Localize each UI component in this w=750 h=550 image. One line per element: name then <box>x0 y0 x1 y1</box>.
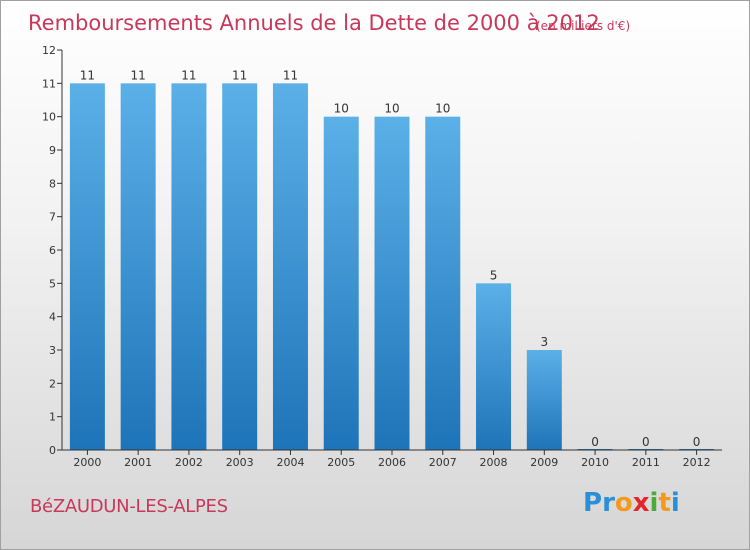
x-tick-label: 2001 <box>124 456 152 469</box>
brand-letter: x <box>632 488 650 518</box>
data-label: 11 <box>131 68 146 82</box>
commune-name: BéZAUDUN-LES-ALPES <box>30 496 228 517</box>
y-tick-label: 4 <box>49 311 56 324</box>
x-tick-label: 2009 <box>530 456 558 469</box>
x-tick-label: 2010 <box>581 456 609 469</box>
y-tick-label: 2 <box>49 377 56 390</box>
brand-letter: t <box>658 488 671 518</box>
data-label: 10 <box>384 102 399 116</box>
bars: 11 11 11 11 11 10 10 10 5 3 0 0 0 <box>69 68 715 451</box>
chart-title: Remboursements Annuels de la Dette de 20… <box>28 11 600 35</box>
chart-subtitle: (en milliers d'€) <box>536 19 630 33</box>
data-label: 0 <box>591 435 599 449</box>
bar <box>171 83 207 450</box>
bar <box>69 83 105 450</box>
data-label: 3 <box>540 335 548 349</box>
brand-letter: i <box>670 488 680 518</box>
x-tick-label: 2008 <box>480 456 508 469</box>
brand-letter: o <box>614 488 633 518</box>
bar <box>526 350 562 450</box>
x-tick-label: 2006 <box>378 456 406 469</box>
bar <box>120 83 156 450</box>
y-tick-label: 10 <box>42 111 56 124</box>
data-label: 0 <box>693 435 701 449</box>
bar <box>272 83 308 450</box>
bar <box>476 283 512 450</box>
y-tick-label: 11 <box>42 77 56 90</box>
brand-letter: P <box>583 488 603 518</box>
x-tick-label: 2011 <box>632 456 660 469</box>
y-tick-label: 3 <box>49 344 56 357</box>
x-tick-label: 2003 <box>226 456 254 469</box>
x-tick-label: 2005 <box>327 456 355 469</box>
y-tick-label: 9 <box>49 144 56 157</box>
bar <box>425 116 461 451</box>
bar <box>374 116 410 451</box>
data-label: 11 <box>283 68 298 82</box>
brand-logo: Proxiti <box>583 488 680 518</box>
y-tick-label: 6 <box>49 244 56 257</box>
data-label: 5 <box>490 268 498 282</box>
data-label: 11 <box>181 68 196 82</box>
y-tick-label: 1 <box>49 411 56 424</box>
x-tick-label: 2007 <box>429 456 457 469</box>
data-label: 11 <box>80 68 95 82</box>
x-tick-label: 2004 <box>276 456 304 469</box>
x-tick-label: 2002 <box>175 456 203 469</box>
x-tick-label: 2012 <box>683 456 711 469</box>
y-tick-label: 5 <box>49 277 56 290</box>
y-tick-label: 8 <box>49 177 56 190</box>
brand-letter: r <box>602 488 615 518</box>
y-tick-label: 0 <box>49 444 56 457</box>
y-tick-label: 12 <box>42 44 56 57</box>
data-label: 10 <box>435 102 450 116</box>
brand-letter: i <box>649 488 659 518</box>
x-axis: 2000 2001 2002 2003 2004 2005 2006 2007 2008 2009… <box>62 449 722 469</box>
data-label: 0 <box>642 435 650 449</box>
bar <box>323 116 359 451</box>
y-tick-label: 7 <box>49 211 56 224</box>
bar <box>222 83 258 450</box>
x-tick-label: 2000 <box>73 456 101 469</box>
data-label: 10 <box>334 102 349 116</box>
data-label: 11 <box>232 68 247 82</box>
